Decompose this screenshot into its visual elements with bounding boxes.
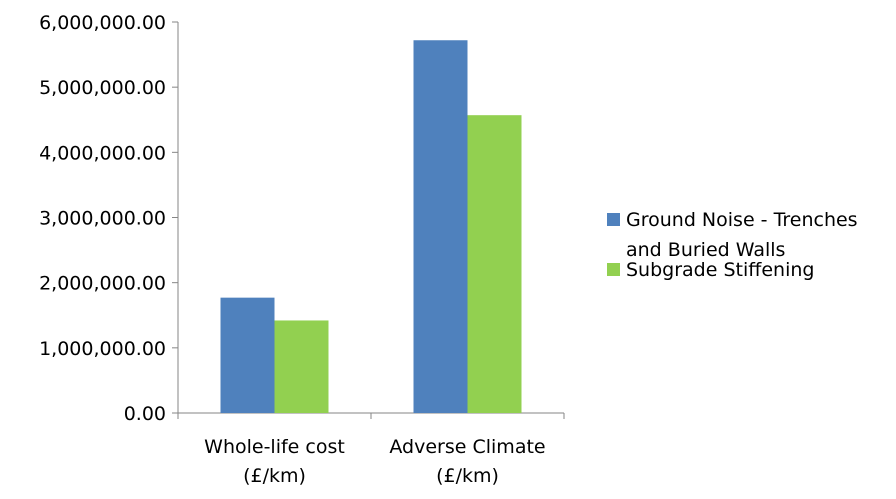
axis-labels: 0.00 1,000,000.00 2,000,000.00 3,000,000.00…	[39, 12, 546, 487]
bar-series-0-cat-0	[220, 297, 275, 413]
y-tick-label: 0.00	[124, 403, 166, 425]
y-tick-label: 5,000,000.00	[39, 77, 166, 99]
y-tick-label: 1,000,000.00	[39, 338, 166, 360]
y-tick-label: 4,000,000.00	[39, 142, 166, 164]
bars	[220, 40, 522, 414]
bar-series-0-cat-1	[413, 40, 468, 413]
x-category-label: (£/km)	[436, 465, 499, 487]
legend-swatch-0	[607, 213, 620, 226]
legend-label-1: Subgrade Stiffening	[626, 259, 814, 281]
x-category-label: Adverse Climate	[389, 436, 545, 458]
y-tick-label: 2,000,000.00	[39, 273, 166, 295]
legend-label-0: Ground Noise - Trenches	[626, 209, 858, 231]
y-tick-label: 6,000,000.00	[39, 12, 166, 34]
bar-series-1-cat-1	[467, 115, 522, 414]
bar-series-1-cat-0	[274, 320, 329, 413]
y-tick-label: 3,000,000.00	[39, 208, 166, 230]
legend: Ground Noise - Trenches and Buried WallsS…	[607, 209, 858, 281]
x-category-label: (£/km)	[243, 465, 306, 487]
legend-swatch-1	[607, 263, 620, 276]
x-category-label: Whole-life cost	[204, 436, 345, 458]
legend-label-0: and Buried Walls	[626, 239, 785, 261]
